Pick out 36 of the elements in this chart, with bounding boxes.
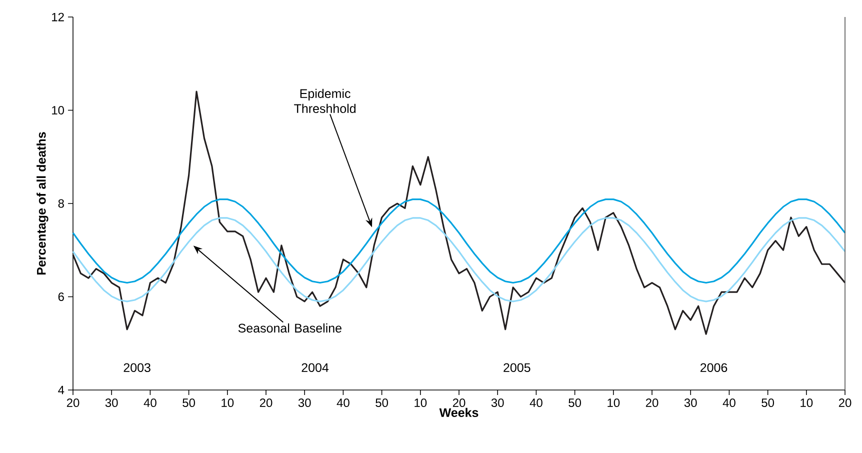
annotation: 2005 bbox=[504, 363, 530, 372]
x-axis-title: Weeks bbox=[439, 408, 478, 418]
x-tick-label: 20 bbox=[646, 398, 658, 408]
x-tick-label: 40 bbox=[336, 398, 350, 408]
x-tick-label: 30 bbox=[684, 398, 697, 408]
y-tick-label: 12 bbox=[52, 12, 64, 22]
text: Seasonal Baseline bbox=[238, 323, 342, 333]
x-tick-label: 50 bbox=[376, 398, 388, 408]
annotation: 2006 bbox=[700, 363, 728, 372]
y-tick-label: 6 bbox=[58, 292, 64, 302]
line-series bbox=[72, 217, 846, 302]
x-tick-label: 10 bbox=[800, 398, 813, 408]
x-tick-label: 50 bbox=[568, 398, 582, 408]
x-tick-label: 30 bbox=[298, 398, 311, 408]
x-tick-label: 30 bbox=[491, 398, 504, 408]
x-tick-label: 50 bbox=[762, 398, 774, 408]
x-tick-label: 40 bbox=[530, 398, 542, 408]
x-tick-label: 40 bbox=[144, 398, 156, 408]
annotation: 2004 bbox=[302, 363, 329, 372]
x-tick-label: 10 bbox=[414, 398, 427, 408]
annotation: 2003 bbox=[124, 363, 150, 372]
x-tick-label: 20 bbox=[66, 398, 80, 408]
x-tick-label: 10 bbox=[608, 398, 620, 408]
y-tick-label: 4 bbox=[58, 386, 64, 394]
x-tick-label: 40 bbox=[722, 398, 736, 408]
x-tick-label: 20 bbox=[260, 398, 272, 408]
y-tick-label: 10 bbox=[52, 106, 64, 115]
x-tick-label: 10 bbox=[222, 398, 234, 408]
line-series bbox=[72, 198, 846, 284]
x-tick-label: 20 bbox=[452, 398, 466, 408]
text: Epidemic Threshhold bbox=[294, 88, 356, 114]
x-tick-label: 20 bbox=[838, 398, 852, 408]
y-axis-title: Percentage of all deaths bbox=[36, 132, 48, 275]
x-tick-label: 30 bbox=[105, 398, 118, 408]
x-tick-label: 50 bbox=[182, 398, 196, 408]
y-tick-label: 8 bbox=[58, 199, 64, 208]
